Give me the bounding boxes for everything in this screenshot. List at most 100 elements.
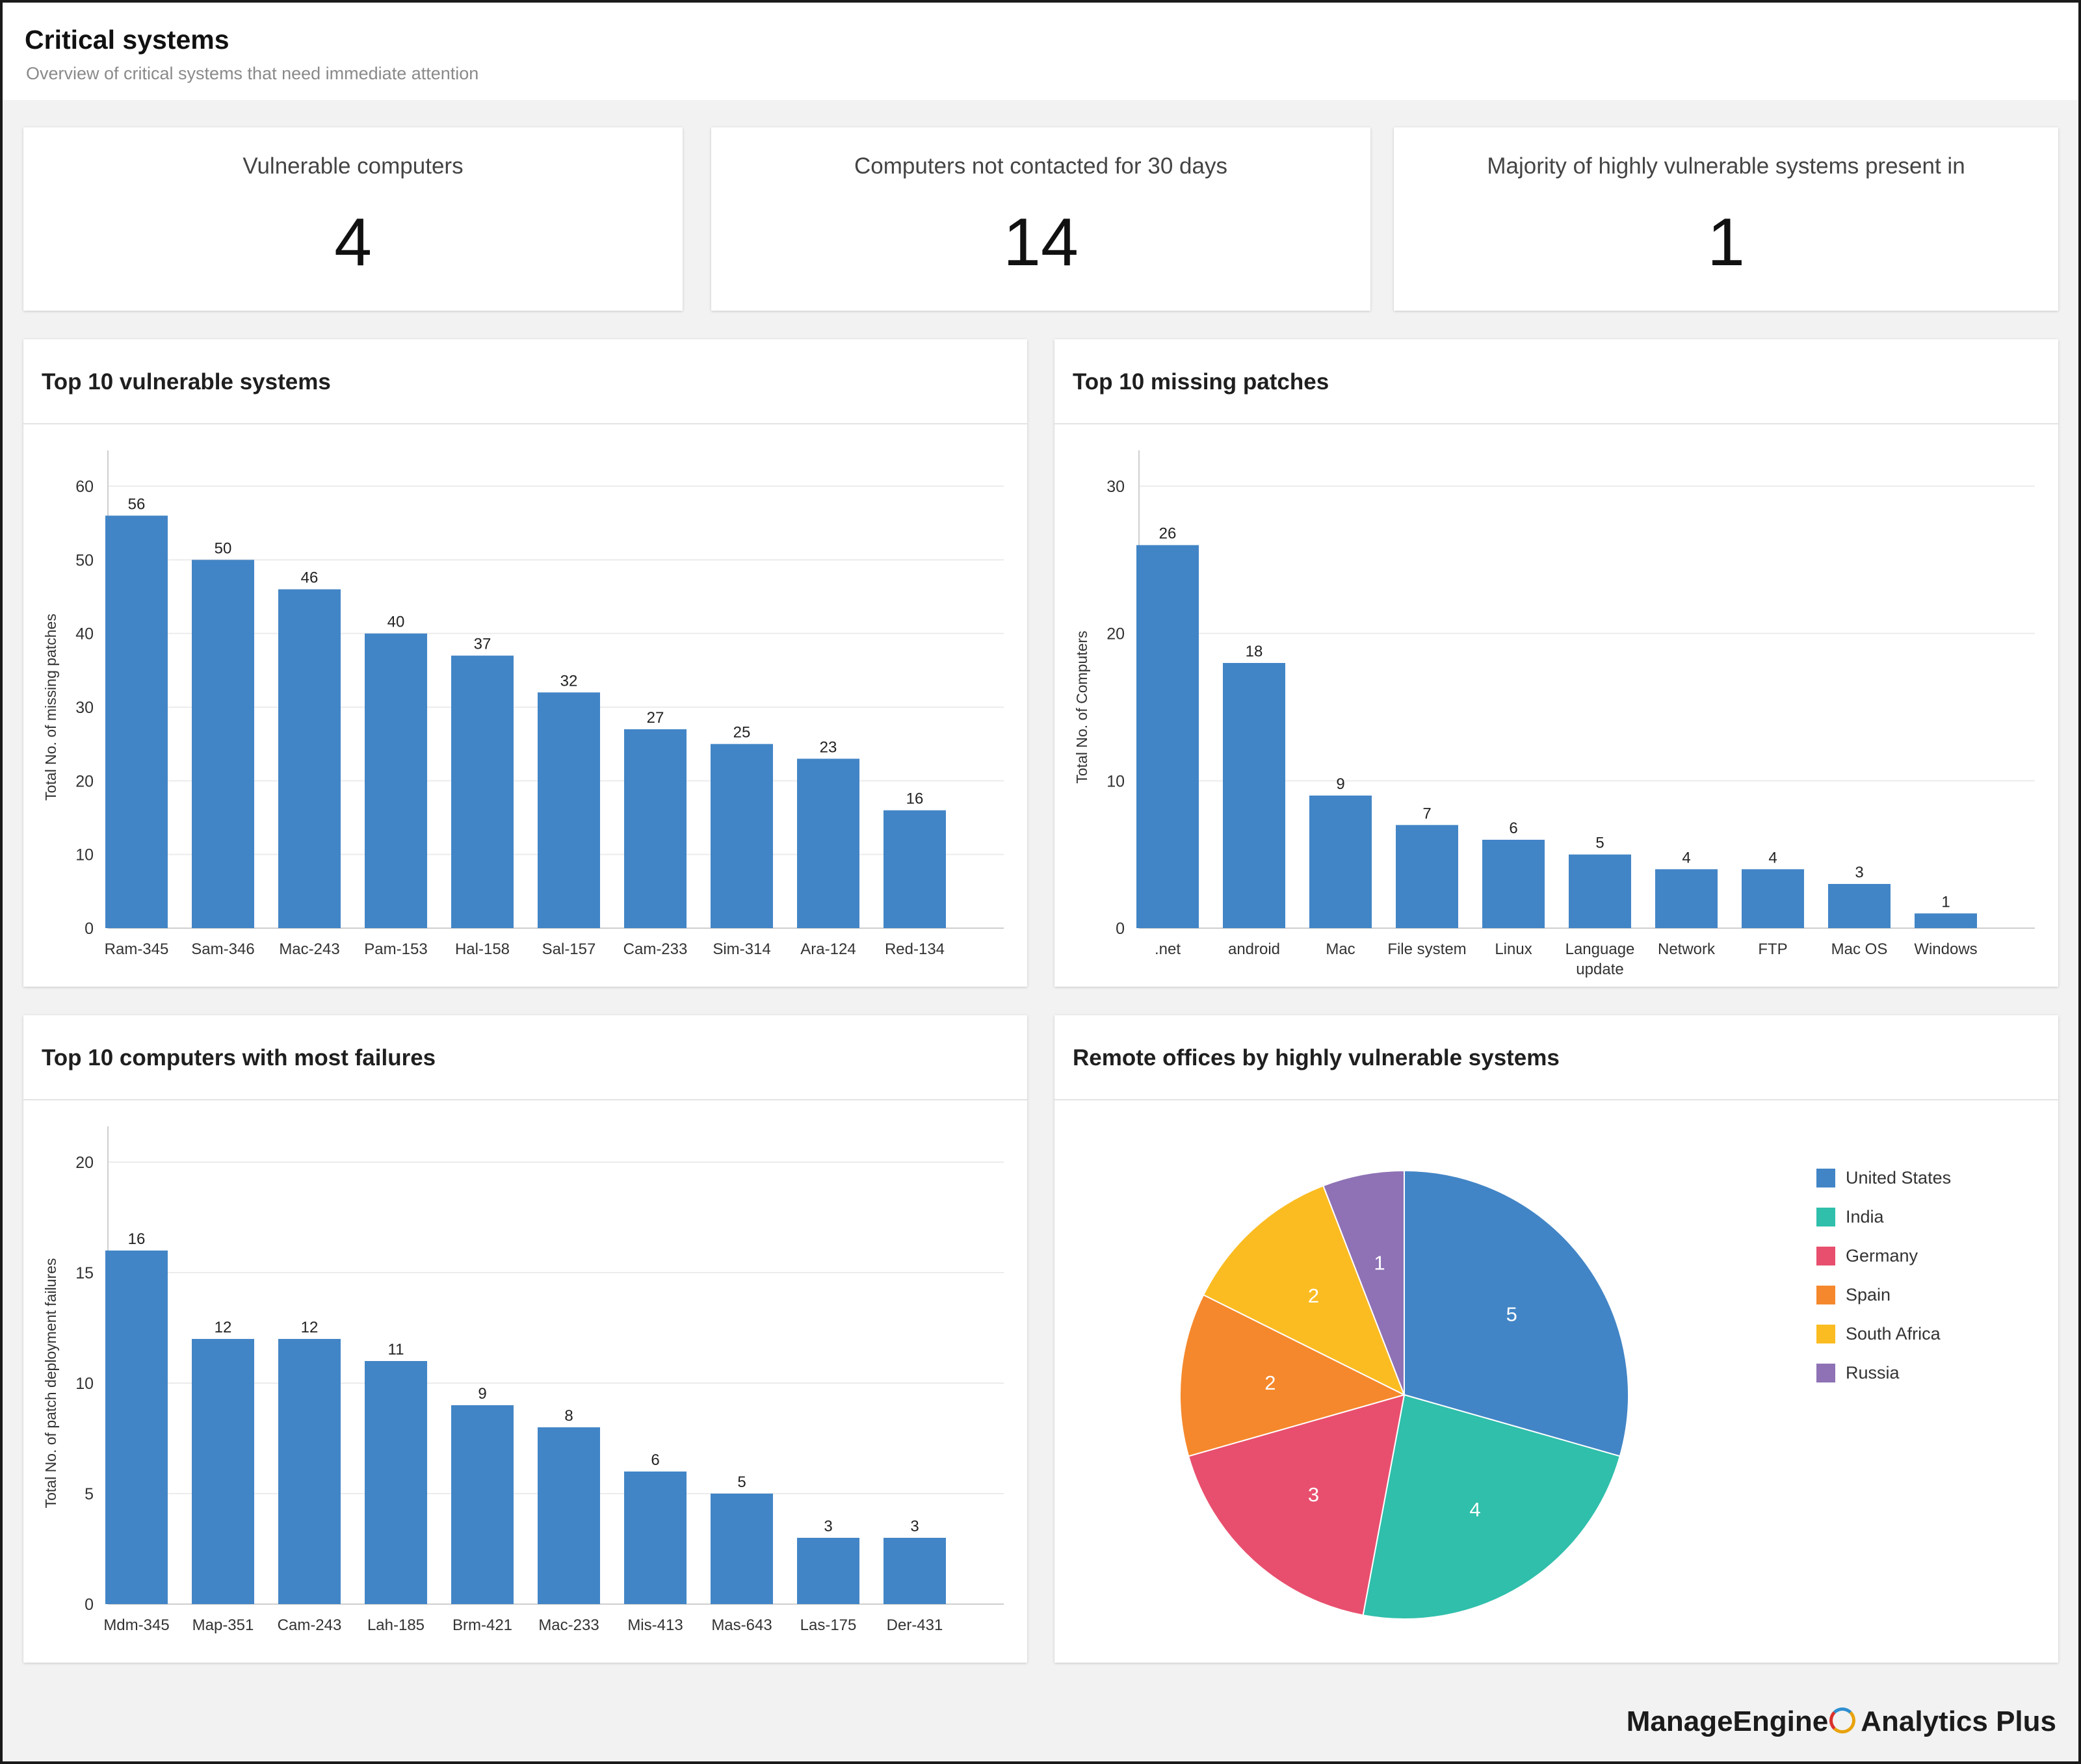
kpi-label: Vulnerable computers (242, 153, 464, 179)
y-tick-label: 0 (85, 920, 94, 938)
bar-value-label: 4 (1682, 849, 1690, 866)
x-tick-label: Las-175 (800, 1616, 857, 1634)
page-title: Critical systems (25, 25, 229, 55)
kpi-card-not-contacted[interactable]: Computers not contacted for 30 days 14 (711, 127, 1370, 311)
bar (1828, 884, 1891, 928)
bar (1915, 913, 1977, 928)
bar (883, 810, 946, 928)
x-tick-label: Mac (1326, 940, 1355, 958)
bar (538, 692, 600, 928)
y-axis-label: Total No. of patch deployment failures (42, 1258, 59, 1509)
x-tick-label: Sim-314 (713, 940, 770, 958)
brand-logo: ManageEngine Analytics Plus (1627, 1705, 2056, 1738)
legend-item[interactable]: India (1816, 1197, 1951, 1236)
legend-item[interactable]: Russia (1816, 1353, 1951, 1392)
bar-value-label: 18 (1246, 643, 1263, 660)
pie-slice (1187, 1394, 1406, 1616)
y-tick-label: 10 (1106, 772, 1125, 790)
kpi-card-majority-location[interactable]: Majority of highly vulnerable systems pr… (1394, 127, 2058, 311)
pie-chart-remote-offices: 5 4 3 2 2 1 (1179, 1169, 1629, 1620)
bar (192, 560, 254, 928)
y-tick-label: 0 (85, 1596, 94, 1614)
bar-value-label: 3 (910, 1518, 919, 1535)
y-tick-label: 10 (75, 846, 94, 864)
bar (451, 1405, 514, 1604)
page-header: Critical systems Overview of critical sy… (3, 3, 2078, 100)
x-tick-label: Mac OS (1831, 940, 1888, 958)
bar-value-label: 7 (1422, 805, 1431, 822)
bar-value-label: 26 (1159, 525, 1177, 543)
y-tick-label: 30 (1106, 478, 1125, 496)
legend-label: India (1846, 1206, 1884, 1226)
legend-swatch (1816, 1363, 1835, 1382)
legend-item[interactable]: South Africa (1816, 1314, 1951, 1353)
bar (797, 759, 859, 928)
brand-product: Analytics Plus (1861, 1706, 2056, 1737)
legend-swatch (1816, 1324, 1835, 1343)
panel-divider (1054, 1099, 2058, 1100)
pie-slice-label: 2 (1264, 1371, 1276, 1394)
bar (624, 1472, 687, 1604)
bar (451, 655, 514, 928)
bar (797, 1538, 859, 1604)
x-tick-label: android (1228, 940, 1280, 958)
x-tick-label: Mac-243 (279, 940, 339, 958)
bar-value-label: 50 (215, 539, 232, 557)
x-tick-label: Brm-421 (452, 1616, 512, 1634)
brand-ring-icon (1829, 1707, 1856, 1733)
legend-item[interactable]: Germany (1816, 1236, 1951, 1275)
legend-label: Russia (1846, 1362, 1900, 1382)
bar-value-label: 40 (387, 614, 405, 631)
legend-swatch (1816, 1246, 1835, 1265)
bar-value-label: 12 (215, 1319, 232, 1336)
bar (278, 589, 341, 928)
bar-value-label: 4 (1768, 849, 1777, 866)
bar-value-label: 6 (651, 1451, 659, 1469)
bar (1482, 840, 1545, 928)
bar (105, 1251, 168, 1604)
y-tick-label: 20 (75, 772, 94, 790)
x-tick-label: Mac-233 (538, 1616, 599, 1634)
x-tick-label: Mis-413 (627, 1616, 683, 1634)
bar-value-label: 25 (733, 724, 751, 742)
kpi-value: 14 (1003, 205, 1079, 280)
bar-value-label: 5 (737, 1473, 746, 1491)
panel-vulnerable-systems: Top 10 vulnerable systems 0 10 20 30 40 50 60 T… (23, 339, 1027, 987)
bar-value-label: 46 (301, 569, 319, 587)
panel-divider (23, 1099, 1027, 1100)
x-tick-label: Der-431 (887, 1616, 943, 1634)
legend-item[interactable]: Spain (1816, 1275, 1951, 1314)
x-tick-label: Hal-158 (455, 940, 510, 958)
bar-value-label: 9 (478, 1385, 486, 1403)
pie-slice-label: 3 (1308, 1483, 1319, 1506)
bar (1223, 663, 1285, 928)
bar (1396, 825, 1458, 928)
bar-value-label: 6 (1509, 820, 1517, 837)
legend-item[interactable]: United States (1816, 1158, 1951, 1197)
bar-value-label: 56 (128, 495, 146, 513)
panel-remote-offices: Remote offices by highly vulnerable syst… (1054, 1015, 2058, 1663)
pie-legend: United States India Germany Spain South Afri… (1816, 1158, 1951, 1392)
x-tick-label: Linux (1495, 940, 1532, 958)
x-tick-label: Network (1658, 940, 1716, 958)
x-tick-label: Ram-345 (105, 940, 169, 958)
panel-title: Remote offices by highly vulnerable syst… (1073, 1045, 1560, 1070)
bar-value-label: 8 (564, 1407, 573, 1425)
legend-swatch (1816, 1207, 1835, 1226)
bar-value-label: 23 (820, 738, 837, 756)
bar (624, 729, 687, 928)
panel-divider (23, 423, 1027, 424)
panel-title: Top 10 computers with most failures (42, 1045, 436, 1070)
panel-divider (1054, 423, 2058, 424)
pie-slice-label: 5 (1506, 1303, 1517, 1325)
bar (105, 515, 168, 928)
y-tick-label: 60 (75, 478, 94, 496)
pie-slice (1362, 1394, 1621, 1620)
bar (1569, 854, 1631, 928)
bar-value-label: 37 (474, 636, 491, 653)
panel-title: Top 10 vulnerable systems (42, 369, 331, 395)
kpi-card-vulnerable-computers[interactable]: Vulnerable computers 4 (23, 127, 683, 311)
bar (365, 633, 427, 928)
y-axis-label: Total No. of missing patches (42, 614, 59, 801)
bar (1655, 869, 1718, 928)
